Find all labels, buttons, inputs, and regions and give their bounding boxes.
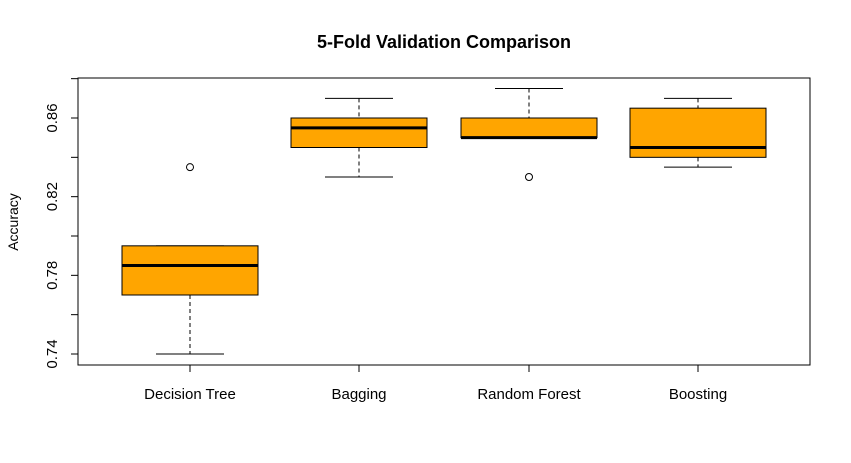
x-tick-label: Decision Tree	[144, 386, 236, 403]
iqr-box	[121, 245, 259, 296]
chart-title: 5-Fold Validation Comparison	[317, 32, 571, 52]
x-tick-label: Boosting	[669, 386, 727, 403]
y-tick-label: 0.82	[44, 182, 61, 211]
outlier-point	[186, 163, 194, 172]
y-tick-label: 0.86	[44, 103, 61, 132]
iqr-box	[290, 117, 428, 148]
outlier-point	[525, 173, 533, 181]
y-axis-label: Accuracy	[5, 193, 21, 251]
iqr-box	[629, 107, 767, 158]
x-tick-label: Bagging	[331, 386, 386, 403]
iqr-box	[460, 117, 598, 139]
y-tick-label: 0.74	[44, 339, 61, 368]
y-tick-label: 0.78	[44, 261, 61, 290]
x-tick-label: Random Forest	[477, 386, 581, 403]
